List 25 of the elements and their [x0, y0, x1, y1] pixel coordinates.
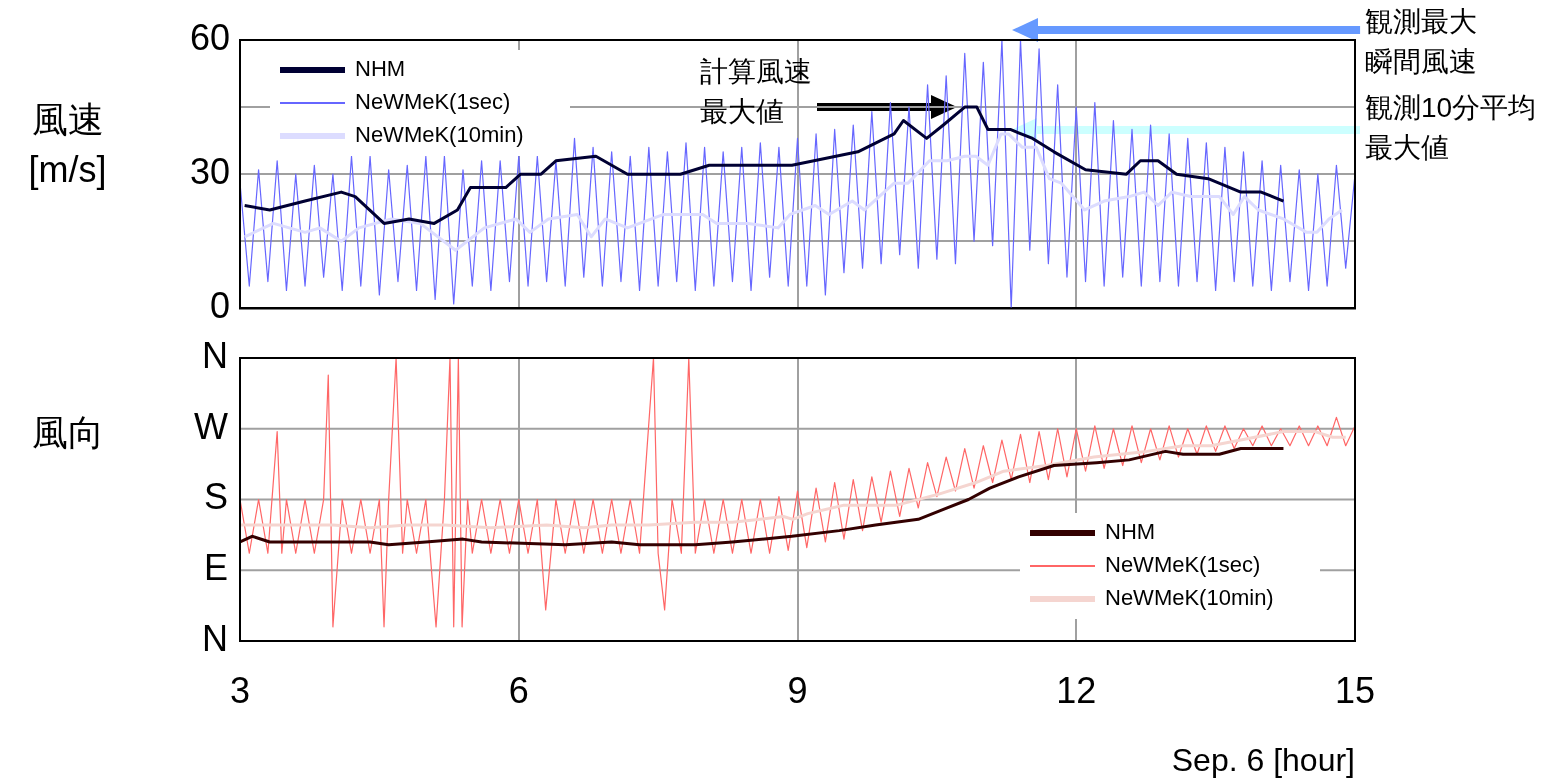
y-tick-label: 30 [189, 151, 230, 193]
legend-label: NHM [1105, 519, 1156, 545]
x-tick-label: 3 [229, 669, 251, 711]
text: N [202, 334, 228, 376]
text: 観測最大瞬間風速 [1365, 5, 1478, 79]
y-tick-label: 60 [189, 16, 230, 58]
text: W [194, 405, 229, 447]
y-tick-label: 0 [209, 285, 230, 327]
text: E [203, 547, 228, 589]
x-tick-label: 6 [508, 669, 529, 711]
x-tick-label: 15 [1334, 669, 1376, 711]
text: 観測10分平均最大値 [1365, 90, 1538, 165]
legend-label: NeWMeK(10min) [1105, 585, 1274, 611]
x-tick-label: 12 [1056, 669, 1097, 711]
legend-label: NeWMeK(1sec) [1105, 552, 1261, 578]
legend-label: NeWMeK(10min) [355, 122, 524, 148]
legend-label: NeWMeK(1sec) [355, 89, 511, 115]
text: S [203, 476, 228, 518]
text: N [202, 617, 228, 659]
y-axis-title: 風向 [30, 411, 105, 455]
x-axis-title: Sep. 6 [hour] [1171, 741, 1355, 778]
legend-label: NHM [355, 56, 406, 82]
annotation: 計算風速最大値 [699, 55, 813, 130]
y-axis-title: 風速 [m/s] [27, 98, 108, 192]
x-tick-label: 9 [787, 669, 808, 711]
